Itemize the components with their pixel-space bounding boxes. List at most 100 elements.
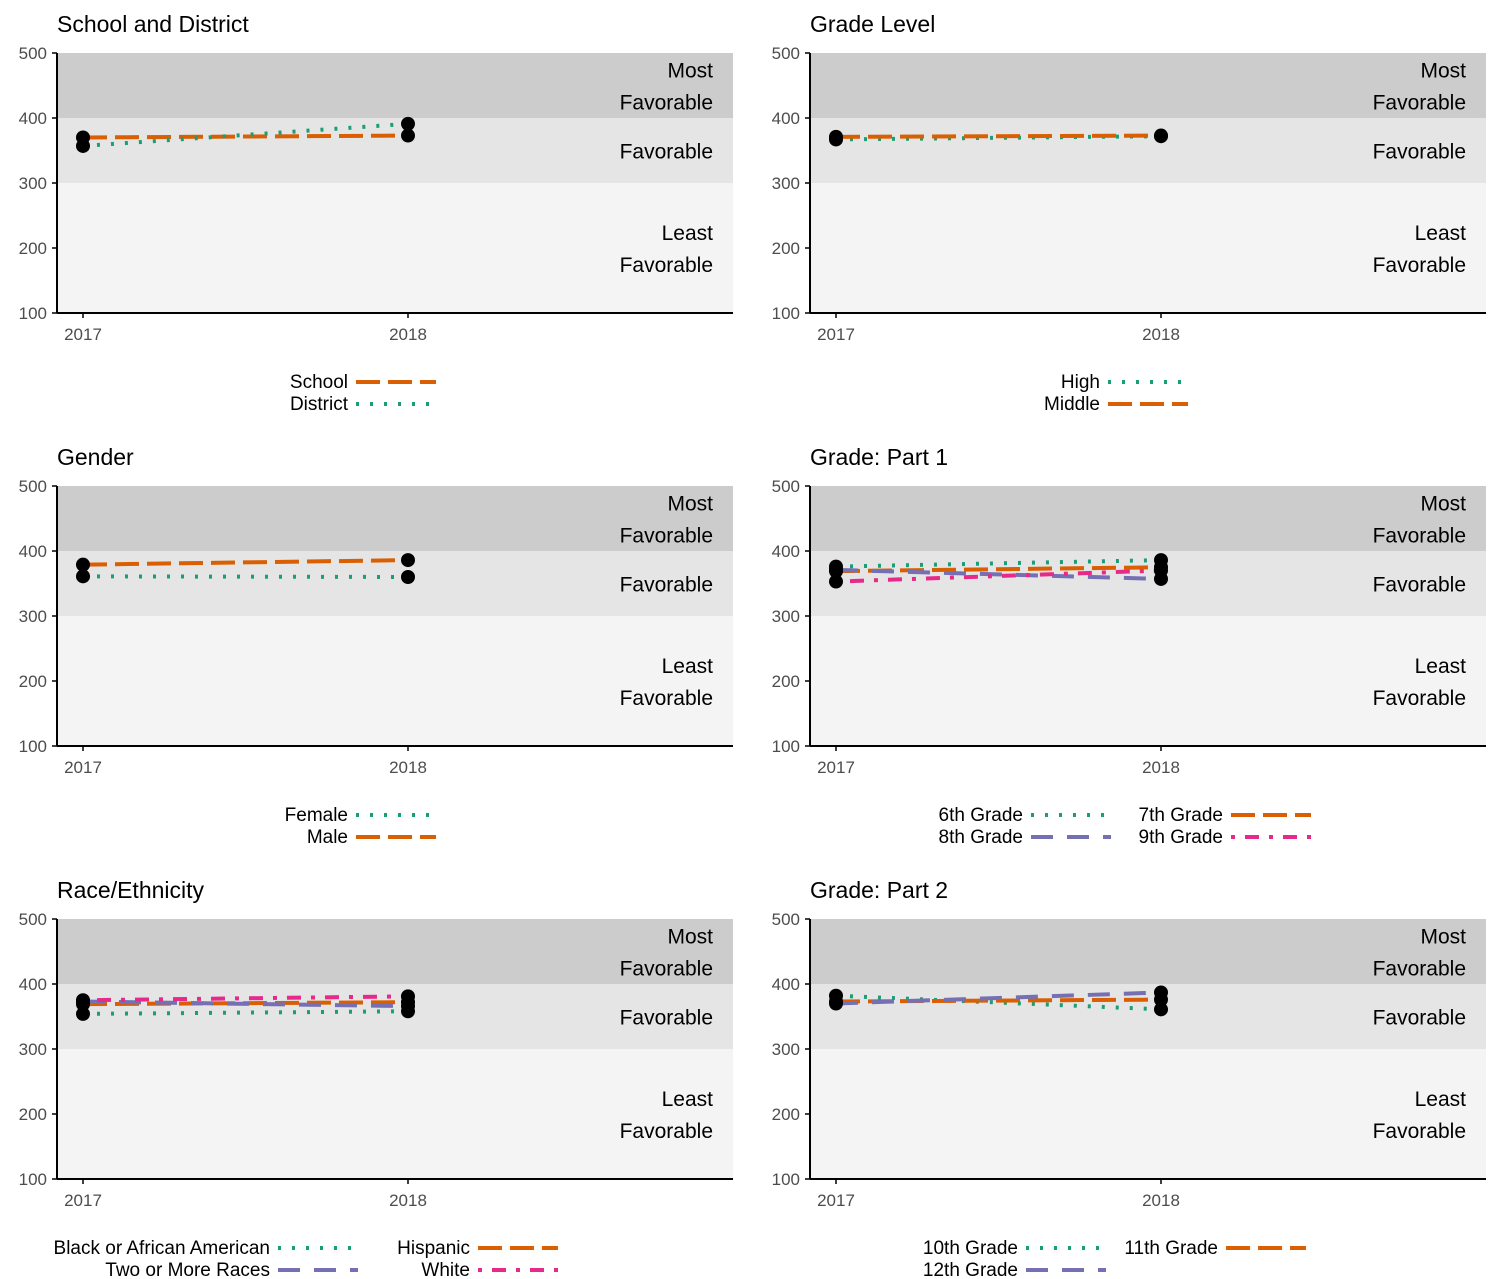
band-background	[57, 486, 733, 551]
chart-title: School and District	[57, 11, 249, 37]
y-tick-label: 400	[19, 109, 47, 128]
band-label: Most	[1420, 926, 1466, 949]
band-label: Most	[667, 493, 713, 516]
y-tick-label: 400	[772, 109, 800, 128]
legend: 6th Grade 7th Grade 8th Grade 9th Grade	[939, 805, 1311, 848]
band-label: Most	[1420, 493, 1466, 516]
band-background	[57, 118, 733, 183]
band-label: Favorable	[620, 141, 713, 164]
data-point	[76, 1006, 90, 1021]
band-label: Favorable	[1373, 92, 1466, 115]
series-line	[835, 568, 1162, 584]
data-point	[1154, 128, 1168, 143]
data-point	[401, 570, 415, 584]
y-tick-label: 300	[19, 174, 47, 193]
legend-label: School	[290, 372, 348, 393]
legend-label: 12th Grade	[923, 1260, 1018, 1279]
band-background	[57, 53, 733, 118]
band-label: Favorable	[1373, 525, 1466, 548]
y-tick-label: 100	[19, 1170, 47, 1189]
y-tick-label: 100	[19, 737, 47, 756]
y-tick-label: 200	[19, 672, 47, 691]
y-tick-label: 500	[19, 910, 47, 929]
legend-label: 9th Grade	[1139, 827, 1224, 848]
series-line	[82, 994, 409, 1003]
x-tick-label: 2017	[817, 325, 855, 344]
y-tick-label: 100	[772, 1170, 800, 1189]
x-tick-label: 2018	[1142, 325, 1180, 344]
legend-label: District	[290, 394, 349, 415]
band-label: Favorable	[620, 1120, 713, 1143]
band-label: Most	[667, 926, 713, 949]
band-label: Favorable	[620, 687, 713, 710]
legend-label: Two or More Races	[105, 1260, 270, 1279]
band-background	[810, 486, 1486, 551]
series-line	[82, 999, 409, 1009]
chart-panel: School and District Most Favorable Favorabl…	[19, 11, 733, 415]
x-tick-label: 2018	[1142, 1191, 1180, 1210]
band-label: Most	[1420, 60, 1466, 83]
y-tick-label: 400	[772, 542, 800, 561]
band-label: Least	[662, 222, 714, 245]
legend-label: 8th Grade	[939, 827, 1024, 848]
chart-title: Grade Level	[810, 11, 935, 37]
band-background	[810, 1049, 1486, 1179]
x-tick-label: 2017	[64, 1191, 102, 1210]
band-background	[810, 53, 1486, 118]
legend-label: Middle	[1044, 394, 1100, 415]
band-background	[57, 984, 733, 1049]
data-point	[401, 116, 415, 131]
band-background	[810, 919, 1486, 984]
y-tick-label: 500	[19, 44, 47, 63]
chart-title: Race/Ethnicity	[57, 877, 205, 903]
y-tick-label: 100	[19, 304, 47, 323]
x-tick-label: 2018	[389, 758, 427, 777]
x-tick-label: 2017	[817, 1191, 855, 1210]
band-label: Least	[1415, 1088, 1467, 1111]
band-label: Favorable	[620, 92, 713, 115]
band-label: Favorable	[620, 525, 713, 548]
band-label: Favorable	[1373, 958, 1466, 981]
y-tick-label: 300	[19, 607, 47, 626]
series-line	[835, 990, 1162, 1006]
chart-panel: Race/Ethnicity Most Favorable Favorable Leas…	[19, 877, 733, 1279]
data-point	[829, 129, 843, 144]
legend-label: Black or African American	[54, 1238, 270, 1259]
legend-label: Female	[285, 805, 348, 826]
data-point	[76, 557, 90, 572]
chart-panel: Grade Level Most Favorable Favorable Least Fa…	[772, 11, 1486, 415]
series-line	[82, 558, 409, 567]
chart-title: Gender	[57, 444, 134, 470]
band-label: Favorable	[620, 958, 713, 981]
band-background	[810, 551, 1486, 616]
band-background	[810, 183, 1486, 313]
y-tick-label: 200	[772, 239, 800, 258]
y-tick-label: 500	[772, 910, 800, 929]
data-point	[401, 128, 415, 143]
y-tick-label: 100	[772, 737, 800, 756]
data-point	[76, 138, 90, 153]
legend-label: 7th Grade	[1139, 805, 1224, 826]
band-label: Favorable	[1373, 574, 1466, 597]
chart-title: Grade: Part 1	[810, 444, 948, 470]
chart-title: Grade: Part 2	[810, 877, 948, 903]
legend-label: 6th Grade	[939, 805, 1024, 826]
legend-label: 11th Grade	[1124, 1238, 1218, 1259]
x-tick-label: 2018	[389, 1191, 427, 1210]
band-label: Favorable	[1373, 687, 1466, 710]
series-line	[835, 567, 1162, 581]
band-label: Favorable	[1373, 1120, 1466, 1143]
legend-label: Male	[307, 827, 348, 848]
legend: 10th Grade 11th Grade 12th Grade	[923, 1238, 1306, 1279]
x-tick-label: 2017	[817, 758, 855, 777]
x-tick-label: 2017	[64, 325, 102, 344]
data-point	[829, 574, 843, 589]
band-label: Least	[662, 655, 714, 678]
series-line	[82, 133, 409, 140]
chart-panel: Grade: Part 1 Most Favorable Favorable Least…	[772, 444, 1486, 848]
chart-panel: Gender Most Favorable Favorable Least Favorab…	[19, 444, 733, 848]
band-label: Favorable	[1373, 254, 1466, 277]
legend-label: Hispanic	[397, 1238, 470, 1259]
chart-panel: Grade: Part 2 Most Favorable Favorable Least…	[772, 877, 1486, 1279]
